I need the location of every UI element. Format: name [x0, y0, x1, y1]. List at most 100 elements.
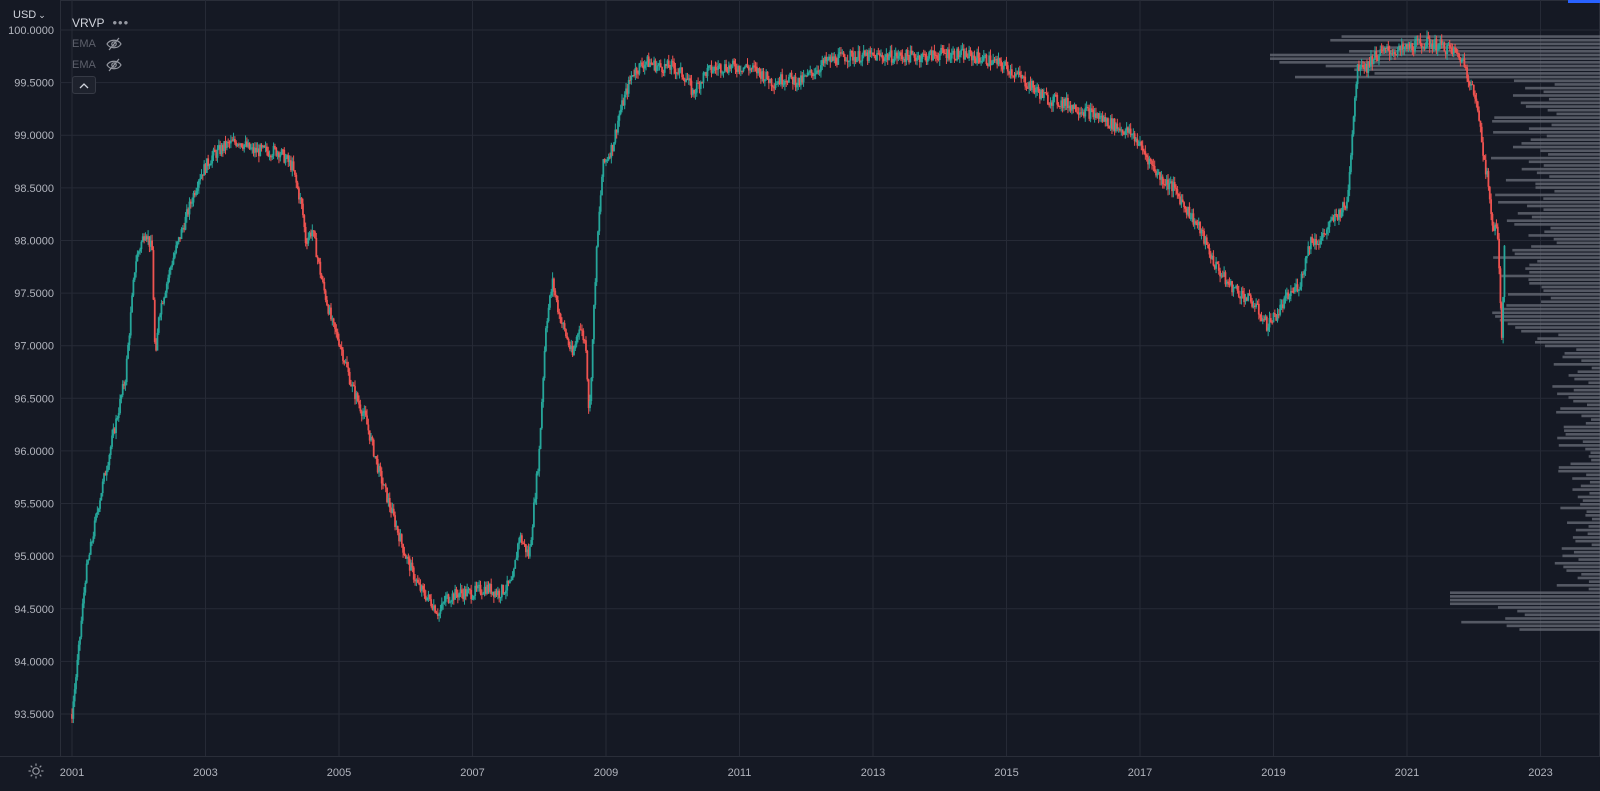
candle — [978, 52, 981, 64]
candle — [111, 429, 113, 450]
candle — [526, 545, 529, 557]
candle — [1167, 174, 1169, 196]
time-tick-label: 2013 — [861, 767, 885, 779]
candle — [563, 320, 566, 332]
candle — [525, 544, 527, 558]
candle — [1137, 140, 1140, 147]
candle — [849, 49, 852, 67]
candle — [490, 578, 493, 597]
candle — [1503, 245, 1506, 303]
candle — [356, 391, 359, 403]
candle — [1084, 103, 1087, 122]
candle — [989, 49, 992, 71]
candle — [296, 180, 299, 190]
candle — [948, 43, 950, 62]
candle — [368, 430, 371, 445]
candle — [511, 571, 514, 581]
candle — [354, 380, 356, 405]
currency-label: USD — [13, 9, 37, 21]
candle — [741, 70, 744, 75]
candle — [779, 72, 782, 87]
candle — [781, 68, 784, 89]
eye-slash-icon[interactable] — [106, 58, 122, 72]
candle — [260, 143, 263, 152]
candle — [690, 74, 693, 98]
time-axis[interactable] — [0, 756, 1600, 791]
candle — [263, 144, 266, 148]
candle — [1097, 112, 1100, 124]
candle — [1131, 133, 1133, 140]
candle — [805, 75, 808, 78]
candle — [1155, 169, 1157, 178]
volume-profile-bar — [1562, 554, 1600, 558]
candle — [1388, 45, 1391, 61]
candle — [1109, 115, 1112, 131]
candle — [942, 45, 945, 56]
candle — [662, 69, 665, 77]
candle — [1061, 96, 1064, 113]
legend-row-ema-2[interactable]: EMA — [72, 54, 129, 75]
candle — [225, 140, 228, 151]
candle — [798, 77, 801, 88]
volume-profile-bar — [1586, 473, 1600, 477]
candle — [627, 76, 630, 97]
candle — [833, 52, 836, 64]
candle — [423, 583, 426, 599]
time-tick-label: 2017 — [1128, 767, 1152, 779]
candle — [388, 492, 391, 513]
candle — [351, 381, 354, 393]
more-dots-icon[interactable]: ••• — [112, 15, 130, 30]
volume-profile-bar — [1548, 97, 1600, 101]
candle — [1423, 43, 1426, 51]
candle — [993, 57, 996, 63]
volume-profile-bar — [1570, 462, 1600, 466]
volume-profile-bar — [1543, 208, 1600, 211]
candle — [1124, 128, 1127, 139]
candle — [778, 76, 781, 85]
candle — [749, 64, 752, 74]
candle — [854, 51, 857, 65]
candle — [1464, 64, 1467, 71]
candle — [591, 339, 594, 382]
legend-row-vrvp[interactable]: VRVP ••• — [72, 12, 129, 33]
candle — [571, 340, 574, 358]
currency-selector[interactable]: USD ⌄ — [13, 9, 46, 21]
candle — [1261, 315, 1264, 325]
sun-settings-icon[interactable] — [27, 762, 45, 780]
candle — [275, 146, 278, 157]
candle — [1171, 179, 1173, 198]
legend-row-ema-1[interactable]: EMA — [72, 33, 129, 54]
volume-profile-bar — [1557, 436, 1600, 440]
candle — [725, 59, 728, 72]
collapse-legend-button[interactable] — [72, 76, 96, 94]
price-axis-labels: 100.0000 99.5000 99.0000 98.5000 98.0000 97.5… — [8, 25, 54, 721]
eye-slash-icon[interactable] — [106, 37, 122, 51]
candle — [116, 415, 119, 421]
candle — [97, 507, 100, 516]
candle — [1172, 176, 1175, 198]
candle — [211, 151, 214, 168]
candle — [665, 63, 667, 69]
price-axis[interactable] — [0, 0, 61, 756]
candle — [140, 240, 143, 253]
candle — [1354, 96, 1356, 122]
candle — [440, 597, 443, 612]
candle — [312, 230, 315, 237]
volume-profile-bar — [1450, 602, 1600, 606]
candle — [215, 150, 218, 161]
candle — [1498, 233, 1501, 275]
volume-profile-bar — [1506, 304, 1600, 307]
candle — [1459, 57, 1462, 67]
volume-profile-bar — [1548, 153, 1600, 156]
candle — [1406, 43, 1408, 52]
candle — [710, 60, 713, 78]
candle — [1450, 43, 1452, 54]
volume-profile-bar — [1591, 458, 1600, 462]
candle — [1374, 46, 1376, 61]
candle — [614, 123, 617, 145]
candle — [335, 324, 338, 338]
volume-profile-bar — [1521, 329, 1600, 333]
candle — [1042, 88, 1045, 101]
candle — [723, 59, 726, 74]
